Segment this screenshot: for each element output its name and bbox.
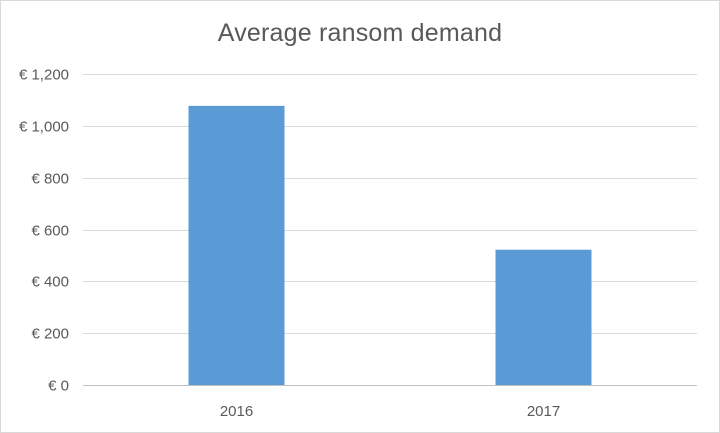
- bar-2016: [188, 105, 285, 385]
- gridlines: [83, 74, 697, 386]
- y-tick-label: € 400: [31, 274, 69, 291]
- y-tick-label: € 600: [31, 223, 69, 240]
- x-tick-label-2017: 2017: [527, 403, 560, 420]
- x-axis-tick-labels: 2016 2017: [220, 403, 560, 420]
- x-tick-label-2016: 2016: [220, 403, 253, 420]
- y-axis-tick-labels: € 0 € 200 € 400 € 600 € 800 € 1,000 € 1,200: [19, 67, 69, 395]
- bars: [188, 105, 592, 385]
- y-tick-label: € 0: [48, 378, 69, 395]
- chart-title: Average ransom demand: [217, 19, 503, 47]
- y-tick-label: € 1,000: [19, 119, 69, 136]
- y-tick-label: € 800: [31, 171, 69, 188]
- y-tick-label: € 200: [31, 326, 69, 343]
- y-tick-label: € 1,200: [19, 67, 69, 84]
- bar-2017: [495, 249, 592, 385]
